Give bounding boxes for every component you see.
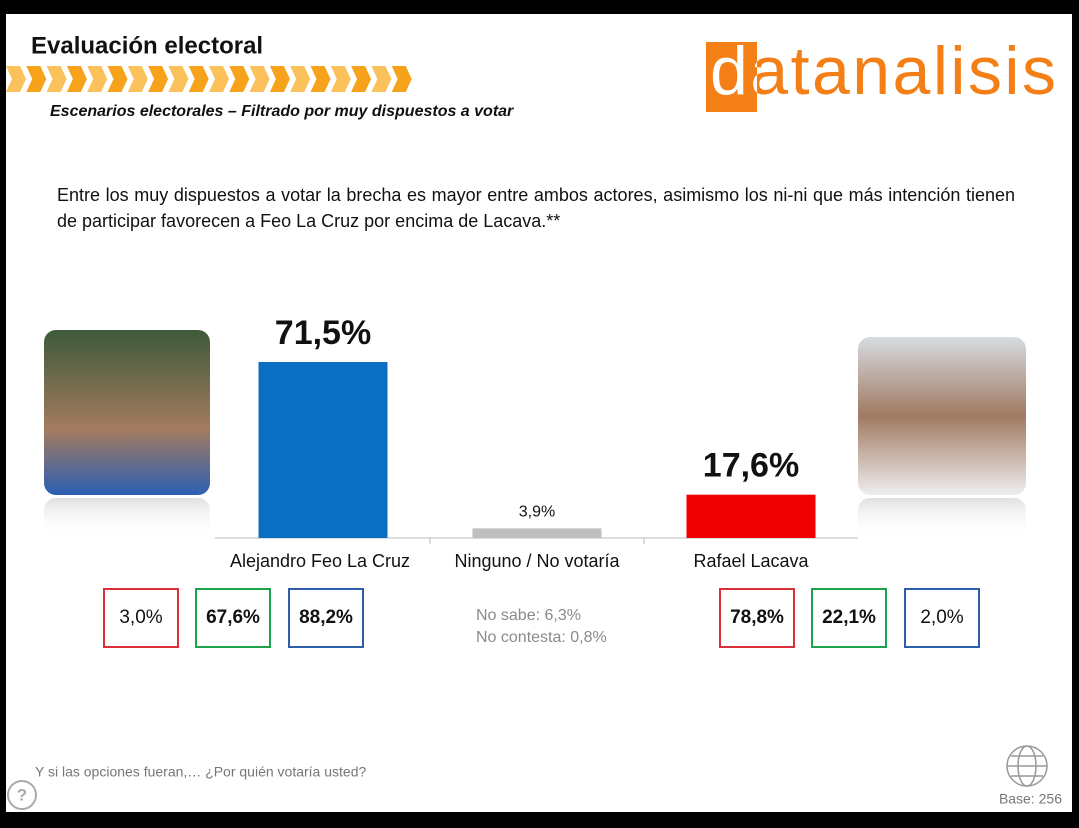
- breakdown-box: 88,2%: [288, 588, 364, 648]
- help-icon[interactable]: [7, 780, 37, 810]
- value-label: 17,6%: [703, 447, 799, 485]
- breakdown-box: 78,8%: [719, 588, 795, 648]
- bar: [472, 528, 602, 538]
- decor-chevron: [188, 66, 209, 92]
- breakdown-box: 3,0%: [103, 588, 179, 648]
- decor-chevron: [107, 66, 128, 92]
- value-label: 3,9%: [519, 504, 555, 521]
- decor-chevron: [127, 66, 148, 92]
- bar: [686, 494, 816, 538]
- decor-chevron: [46, 66, 67, 92]
- title: Evaluación electoral: [31, 32, 263, 59]
- photo-right: [858, 337, 1026, 495]
- decor-chevron: [330, 66, 351, 92]
- decor-chevron: [290, 66, 311, 92]
- decor-chevron: [371, 66, 392, 92]
- bar: [258, 362, 388, 538]
- decor-chevron: [269, 66, 290, 92]
- breakdown-box: 2,0%: [904, 588, 980, 648]
- breakdown-box: 22,1%: [811, 588, 887, 648]
- subtitle: Escenarios electorales – Filtrado por mu…: [50, 103, 514, 120]
- globe-icon: [1006, 745, 1048, 787]
- decor-band: [6, 66, 412, 92]
- logo-square: [706, 42, 757, 112]
- category-label: Ninguno / No votaría: [454, 551, 620, 571]
- decor-chevron: [249, 66, 270, 92]
- logo: datanalisis: [710, 33, 1056, 109]
- decor-chevron: [391, 66, 412, 92]
- decor-chevron: [26, 66, 47, 92]
- decor-chevron: [66, 66, 87, 92]
- base: Base: 256: [999, 791, 1062, 807]
- note: No sabe: 6,3%: [476, 607, 581, 624]
- decor-chevron: [351, 66, 372, 92]
- question: Y si las opciones fueran,… ¿Por quién vo…: [35, 764, 366, 780]
- decor-chevron: [168, 66, 189, 92]
- decor-chevron: [209, 66, 229, 92]
- photo-reflection: [44, 498, 210, 538]
- help-icon-text[interactable]: ?: [17, 785, 27, 804]
- note: No contesta: 0,8%: [476, 629, 607, 646]
- category-label: Rafael Lacava: [693, 551, 809, 571]
- value-label: 71,5%: [275, 314, 371, 352]
- decor-chevron: [87, 66, 108, 92]
- decor-chevron: [229, 66, 250, 92]
- photo-reflection: [858, 498, 1026, 538]
- decor-chevron: [6, 66, 26, 92]
- photo-left: [44, 330, 210, 495]
- category-label: Alejandro Feo La Cruz: [230, 551, 410, 571]
- description: Entre los muy dispuestos a votar la brec…: [57, 185, 1015, 231]
- breakdown-box: 67,6%: [195, 588, 271, 648]
- decor-chevron: [310, 66, 331, 92]
- decor-chevron: [148, 66, 169, 92]
